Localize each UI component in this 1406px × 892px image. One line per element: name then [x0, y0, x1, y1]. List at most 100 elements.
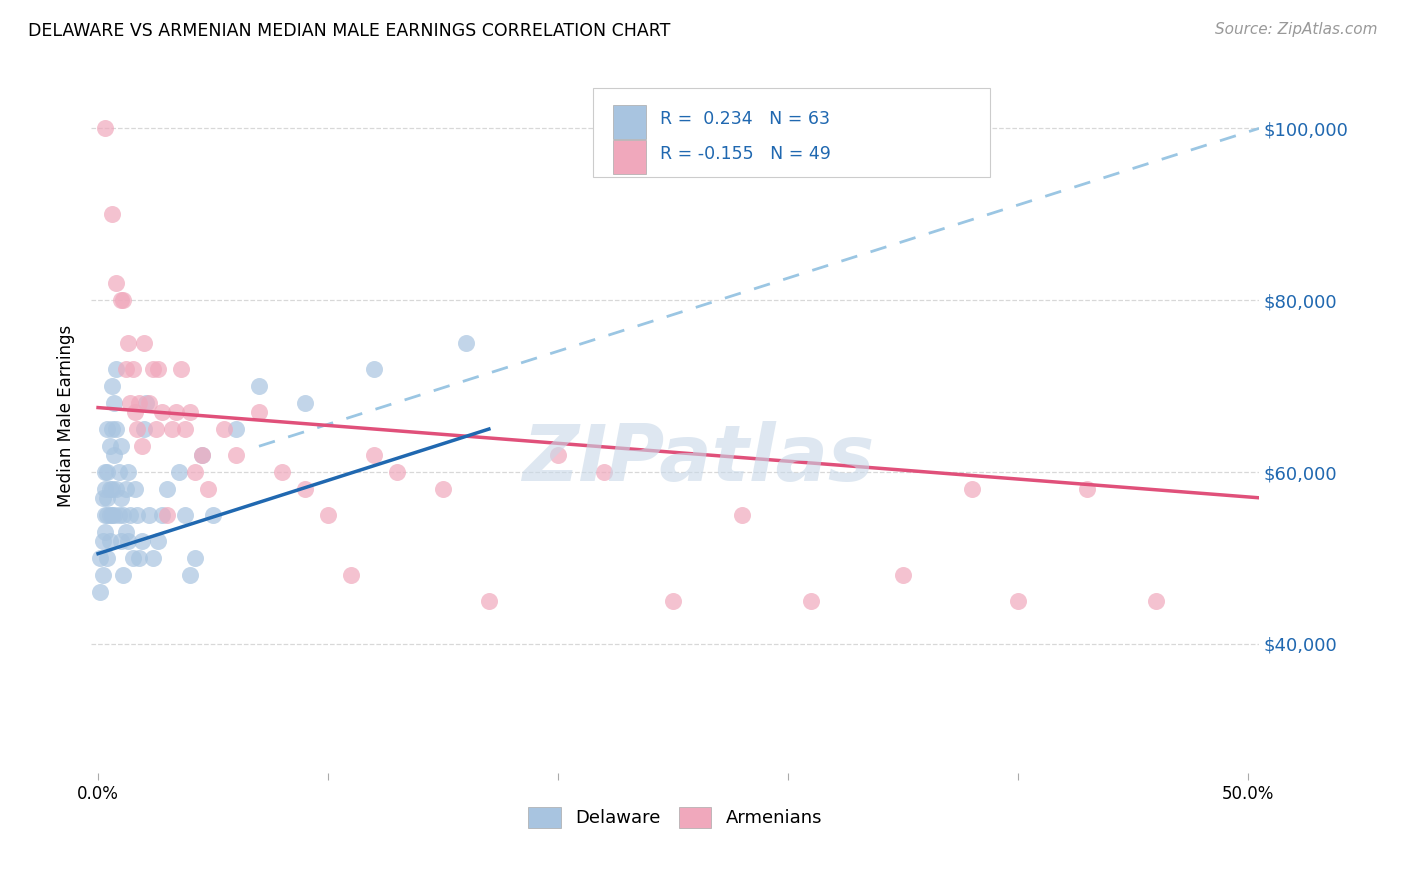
Point — [132, 336, 155, 351]
Point — [91, 491, 114, 505]
Point — [174, 422, 197, 436]
Point — [152, 405, 174, 419]
Point — [105, 422, 128, 436]
Point — [127, 422, 149, 436]
Point — [190, 448, 212, 462]
Point — [124, 482, 146, 496]
Point — [121, 362, 143, 376]
Point — [107, 508, 129, 522]
Point — [145, 422, 167, 436]
Point — [146, 362, 169, 376]
Point — [142, 362, 165, 376]
Point — [94, 508, 117, 522]
Point — [96, 508, 118, 522]
Point — [478, 594, 501, 608]
Point — [117, 336, 139, 351]
Point — [112, 568, 135, 582]
Point — [101, 482, 124, 496]
Point — [112, 508, 135, 522]
Point — [179, 405, 201, 419]
Point — [432, 482, 454, 496]
Text: R = -0.155   N = 49: R = -0.155 N = 49 — [659, 145, 831, 163]
Point — [114, 525, 136, 540]
Point — [138, 508, 160, 522]
Point — [96, 422, 118, 436]
Point — [128, 550, 150, 565]
Point — [101, 422, 124, 436]
Point — [96, 550, 118, 565]
Bar — [613, 104, 645, 139]
Point — [592, 465, 614, 479]
Point — [152, 508, 174, 522]
Point — [138, 396, 160, 410]
Point — [110, 293, 132, 308]
Point — [105, 276, 128, 290]
Legend: Delaware, Armenians: Delaware, Armenians — [522, 800, 830, 835]
Point — [156, 482, 179, 496]
Point — [127, 508, 149, 522]
Point — [120, 396, 142, 410]
Point — [214, 422, 236, 436]
Point — [94, 121, 117, 136]
Point — [960, 482, 983, 496]
Point — [156, 508, 179, 522]
Point — [94, 465, 117, 479]
Point — [131, 439, 153, 453]
Point — [105, 482, 128, 496]
Point — [131, 533, 153, 548]
Point — [103, 508, 125, 522]
Point — [91, 568, 114, 582]
Point — [247, 405, 270, 419]
Point — [340, 568, 363, 582]
Point — [94, 482, 117, 496]
Point — [110, 491, 132, 505]
Point — [225, 448, 247, 462]
Point — [94, 525, 117, 540]
Point — [114, 482, 136, 496]
Text: DELAWARE VS ARMENIAN MEDIAN MALE EARNINGS CORRELATION CHART: DELAWARE VS ARMENIAN MEDIAN MALE EARNING… — [28, 22, 671, 40]
Point — [96, 465, 118, 479]
Point — [316, 508, 339, 522]
Point — [142, 550, 165, 565]
Text: ZIPatlas: ZIPatlas — [523, 421, 875, 497]
Point — [190, 448, 212, 462]
Point — [547, 448, 569, 462]
Point — [98, 508, 121, 522]
Point — [800, 594, 823, 608]
Point — [89, 585, 111, 599]
Point — [454, 336, 477, 351]
Point — [98, 482, 121, 496]
Point — [294, 482, 316, 496]
Point — [146, 533, 169, 548]
Point — [91, 533, 114, 548]
Point — [128, 396, 150, 410]
Point — [167, 465, 190, 479]
Point — [114, 362, 136, 376]
Point — [247, 379, 270, 393]
FancyBboxPatch shape — [593, 88, 990, 178]
Point — [117, 533, 139, 548]
Point — [101, 379, 124, 393]
Point — [170, 362, 193, 376]
Point — [731, 508, 754, 522]
Point — [101, 508, 124, 522]
Bar — [613, 140, 645, 175]
Point — [121, 550, 143, 565]
Point — [174, 508, 197, 522]
Point — [98, 439, 121, 453]
Point — [183, 465, 205, 479]
Point — [1007, 594, 1029, 608]
Point — [363, 448, 385, 462]
Point — [197, 482, 219, 496]
Point — [103, 396, 125, 410]
Point — [201, 508, 224, 522]
Point — [662, 594, 685, 608]
Point — [891, 568, 914, 582]
Point — [107, 465, 129, 479]
Point — [96, 491, 118, 505]
Point — [112, 293, 135, 308]
Point — [1076, 482, 1098, 496]
Point — [101, 207, 124, 221]
Point — [294, 396, 316, 410]
Point — [98, 533, 121, 548]
